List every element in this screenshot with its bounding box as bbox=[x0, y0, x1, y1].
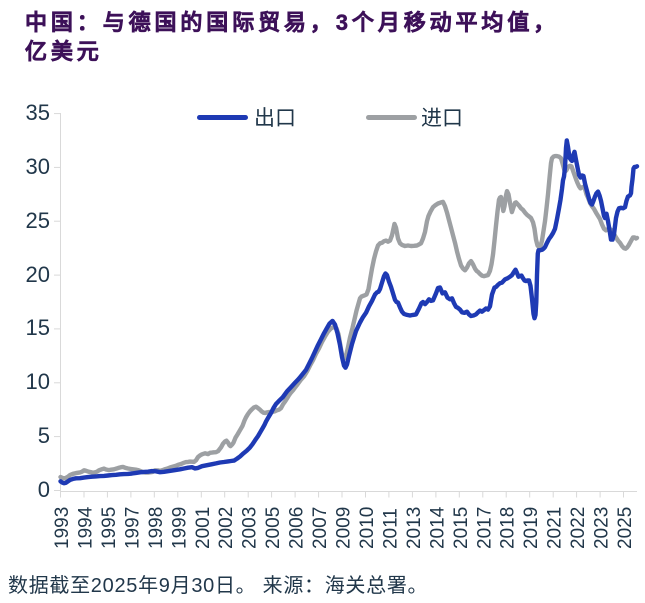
svg-text:1994: 1994 bbox=[76, 506, 97, 549]
svg-text:2023: 2023 bbox=[592, 507, 613, 549]
svg-text:2005: 2005 bbox=[263, 507, 284, 549]
svg-text:2017: 2017 bbox=[474, 507, 495, 549]
svg-text:2001: 2001 bbox=[193, 507, 214, 549]
svg-text:2021: 2021 bbox=[545, 507, 566, 549]
svg-text:1998: 1998 bbox=[146, 507, 167, 549]
svg-text:2018: 2018 bbox=[498, 507, 519, 549]
svg-text:2013: 2013 bbox=[404, 507, 425, 549]
svg-text:1995: 1995 bbox=[99, 507, 120, 549]
svg-text:1997: 1997 bbox=[122, 507, 143, 549]
svg-text:2007: 2007 bbox=[310, 507, 331, 549]
svg-text:2019: 2019 bbox=[521, 507, 542, 549]
svg-text:2006: 2006 bbox=[287, 507, 308, 549]
svg-text:1999: 1999 bbox=[169, 507, 190, 549]
svg-text:2014: 2014 bbox=[427, 506, 448, 549]
svg-text:2022: 2022 bbox=[568, 507, 589, 549]
svg-text:1993: 1993 bbox=[52, 507, 73, 549]
svg-text:2011: 2011 bbox=[380, 508, 401, 549]
svg-text:2010: 2010 bbox=[357, 507, 378, 549]
svg-text:2009: 2009 bbox=[334, 507, 355, 549]
svg-text:2002: 2002 bbox=[216, 507, 237, 549]
svg-text:2003: 2003 bbox=[240, 507, 261, 549]
svg-text:2015: 2015 bbox=[451, 507, 472, 549]
svg-text:2025: 2025 bbox=[615, 507, 636, 549]
